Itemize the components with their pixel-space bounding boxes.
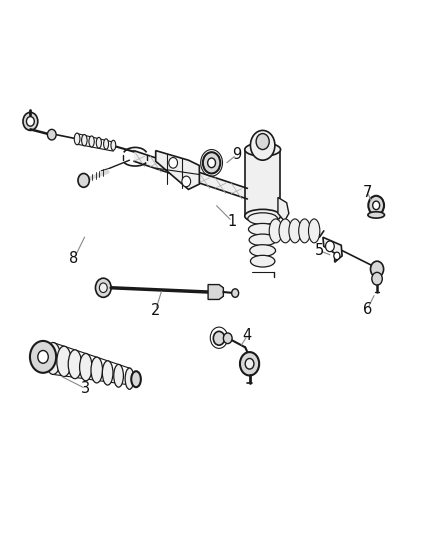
- Ellipse shape: [89, 136, 94, 147]
- Circle shape: [169, 158, 177, 168]
- Ellipse shape: [248, 213, 278, 224]
- Text: 2: 2: [151, 303, 160, 318]
- Ellipse shape: [251, 255, 275, 267]
- Ellipse shape: [74, 133, 80, 145]
- Polygon shape: [208, 285, 223, 300]
- Circle shape: [95, 278, 111, 297]
- Polygon shape: [278, 197, 289, 221]
- Ellipse shape: [289, 219, 301, 243]
- Ellipse shape: [245, 143, 281, 156]
- Text: 8: 8: [69, 251, 79, 266]
- Polygon shape: [323, 237, 342, 262]
- Circle shape: [232, 289, 239, 297]
- Ellipse shape: [91, 357, 102, 383]
- Circle shape: [208, 158, 215, 167]
- Circle shape: [251, 131, 275, 160]
- Ellipse shape: [299, 219, 311, 243]
- Circle shape: [372, 272, 382, 285]
- Ellipse shape: [68, 350, 81, 378]
- Ellipse shape: [104, 139, 109, 149]
- Circle shape: [213, 332, 225, 345]
- Ellipse shape: [368, 212, 385, 218]
- Text: 7: 7: [363, 184, 372, 199]
- Polygon shape: [134, 151, 247, 199]
- Circle shape: [78, 173, 89, 187]
- Ellipse shape: [131, 371, 141, 387]
- Ellipse shape: [250, 245, 276, 256]
- Ellipse shape: [80, 353, 92, 381]
- Ellipse shape: [245, 209, 281, 223]
- Text: 3: 3: [81, 381, 90, 396]
- Circle shape: [26, 117, 34, 126]
- Ellipse shape: [125, 368, 134, 389]
- Circle shape: [245, 359, 254, 369]
- Circle shape: [240, 352, 259, 375]
- Circle shape: [325, 241, 334, 252]
- Ellipse shape: [269, 219, 283, 243]
- Ellipse shape: [57, 346, 71, 376]
- Text: 5: 5: [315, 243, 324, 258]
- Ellipse shape: [46, 343, 61, 374]
- Circle shape: [182, 176, 191, 187]
- Circle shape: [223, 333, 232, 344]
- Circle shape: [47, 130, 56, 140]
- Circle shape: [256, 134, 269, 150]
- Ellipse shape: [248, 223, 277, 235]
- Ellipse shape: [111, 140, 116, 150]
- Circle shape: [30, 341, 56, 373]
- Ellipse shape: [114, 365, 124, 387]
- Polygon shape: [245, 150, 280, 216]
- Text: 9: 9: [232, 147, 241, 163]
- Ellipse shape: [81, 134, 87, 146]
- Circle shape: [203, 152, 220, 173]
- Ellipse shape: [279, 219, 292, 243]
- Ellipse shape: [249, 234, 276, 246]
- Circle shape: [371, 261, 384, 277]
- Text: 1: 1: [227, 214, 237, 229]
- Circle shape: [99, 283, 107, 293]
- Ellipse shape: [96, 138, 102, 148]
- Ellipse shape: [308, 219, 320, 243]
- Ellipse shape: [102, 361, 113, 385]
- Circle shape: [38, 351, 48, 364]
- Circle shape: [373, 201, 380, 209]
- Circle shape: [368, 196, 384, 215]
- Polygon shape: [155, 151, 199, 189]
- Text: 6: 6: [363, 302, 372, 317]
- Text: 4: 4: [243, 328, 252, 343]
- Circle shape: [23, 112, 38, 131]
- Circle shape: [334, 252, 340, 260]
